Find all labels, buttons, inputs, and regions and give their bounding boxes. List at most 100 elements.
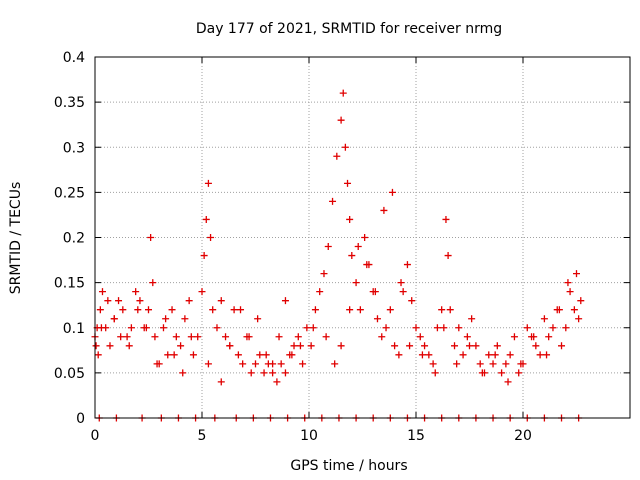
x-tick-label: 5 <box>198 428 207 444</box>
data-point <box>97 324 105 332</box>
data-point <box>371 288 379 296</box>
data-point <box>281 297 289 305</box>
data-point <box>433 324 441 332</box>
axis-ticks: 0 0.05 0.1 0.15 0.2 0.25 0.3 0.35 0.4 0 5 10 15 20 <box>54 50 630 444</box>
data-point <box>252 360 259 368</box>
chart-title: Day 177 of 2021, SRMTID for receiver nrm… <box>196 21 502 37</box>
data-point <box>352 279 360 287</box>
data-point <box>444 252 452 260</box>
data-point <box>399 288 407 296</box>
data-point <box>187 333 195 341</box>
data-point <box>307 342 315 350</box>
data-point <box>451 342 459 350</box>
data-point <box>254 315 262 323</box>
data-point <box>416 333 424 341</box>
data-point <box>564 279 572 287</box>
data-point <box>98 288 106 296</box>
data-point <box>442 215 450 223</box>
data-point <box>104 297 112 305</box>
data-point <box>466 342 473 350</box>
data-point <box>504 378 512 386</box>
data-point <box>234 351 242 359</box>
data-point <box>354 243 362 251</box>
data-point <box>198 288 206 296</box>
data-point <box>151 333 159 341</box>
y-tick-label: 0.25 <box>54 185 85 201</box>
data-point <box>245 333 253 341</box>
data-point <box>506 351 514 359</box>
data-point <box>164 351 172 359</box>
y-axis-label: SRMTID / TECUs <box>8 182 24 295</box>
data-point <box>207 234 215 241</box>
x-axis-label: GPS time / hours <box>290 458 407 474</box>
data-point <box>239 360 247 368</box>
data-point <box>296 342 304 350</box>
data-point <box>446 306 454 314</box>
data-point <box>281 369 289 377</box>
data-point <box>159 324 167 332</box>
data-point <box>273 378 281 386</box>
y-tick-label: 0.2 <box>63 231 85 247</box>
data-point <box>515 369 523 377</box>
data-point <box>269 369 277 377</box>
y-tick-label: 0.15 <box>54 276 85 292</box>
data-point <box>333 152 341 160</box>
data-point <box>226 342 234 350</box>
data-point <box>230 306 238 314</box>
x-tick-label: 0 <box>91 428 100 444</box>
data-point <box>125 342 133 350</box>
data-point <box>153 360 161 368</box>
data-point <box>136 297 144 305</box>
data-point <box>209 306 217 314</box>
data-point <box>403 261 411 269</box>
data-point <box>204 360 212 368</box>
data-point <box>162 315 170 323</box>
data-point <box>294 333 302 341</box>
data-point <box>382 324 390 332</box>
data-point <box>570 306 578 314</box>
data-point <box>329 197 337 205</box>
data-point <box>517 360 525 368</box>
data-point <box>429 360 437 368</box>
data-point <box>316 288 324 296</box>
data-point <box>418 351 426 359</box>
data-point <box>573 270 580 278</box>
data-point <box>463 333 471 341</box>
data-point <box>217 378 225 386</box>
data-point <box>476 360 484 368</box>
data-point <box>149 279 157 287</box>
y-tick-label: 0.1 <box>63 321 85 337</box>
data-point <box>348 252 356 260</box>
plot-frame <box>94 56 631 419</box>
data-point <box>562 324 570 332</box>
data-point <box>309 324 317 332</box>
data-point <box>493 342 501 350</box>
x-tick-label: 15 <box>407 428 425 444</box>
data-point <box>425 351 433 359</box>
data-point <box>440 324 448 332</box>
data-point <box>478 369 486 377</box>
data-point <box>566 288 574 296</box>
data-point <box>337 116 345 124</box>
data-point <box>536 351 544 359</box>
data-point <box>543 351 551 359</box>
y-tick-label: 0.3 <box>63 140 85 156</box>
data-point <box>189 351 197 359</box>
data-point <box>453 360 461 368</box>
data-point <box>555 306 563 314</box>
y-tick-label: 0 <box>76 411 85 427</box>
data-point <box>94 351 102 359</box>
data-point <box>222 333 230 341</box>
data-point <box>388 188 396 196</box>
data-point <box>577 297 585 305</box>
data-point <box>532 342 540 350</box>
x-tick-label: 10 <box>300 428 318 444</box>
data-point <box>502 360 510 368</box>
data-point <box>269 360 277 368</box>
data-point <box>485 351 493 359</box>
data-point <box>346 215 354 223</box>
data-point <box>185 297 193 305</box>
data-point <box>431 369 439 377</box>
